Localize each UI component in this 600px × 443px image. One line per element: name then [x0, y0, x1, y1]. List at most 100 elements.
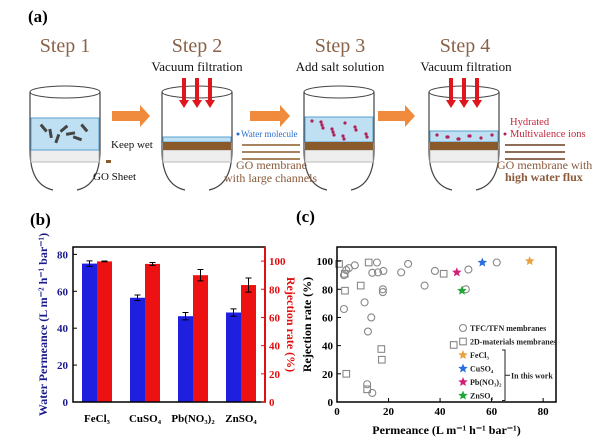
- point-circle: [378, 288, 387, 297]
- go-membrane-layer: [430, 142, 498, 150]
- beaker-outline: [303, 92, 375, 191]
- legend-label: Pb(NO₃)₂: [470, 378, 502, 387]
- y-axis-label: Water Permeance (L m⁻² h⁻¹ bar⁻¹): [36, 233, 50, 416]
- vacuum-arrow-icon: [192, 78, 202, 108]
- x-tick-label: CuSO₄: [129, 413, 162, 425]
- y-tick-label: 80: [322, 284, 334, 296]
- point-square: [356, 281, 365, 290]
- legend-label: 2D-materials membranes: [470, 338, 556, 347]
- y-tick-label: 40: [57, 323, 69, 335]
- point-circle: [464, 265, 473, 274]
- point-star: [525, 256, 535, 266]
- point-circle: [360, 298, 369, 307]
- multivalence-ions-label: Multivalence ions: [510, 129, 586, 140]
- y2-tick-label: 0: [269, 397, 275, 409]
- y-tick-label: 100: [317, 256, 334, 268]
- ion-dot: [341, 134, 345, 138]
- beaker-rim: [303, 85, 375, 99]
- step-4-title: Step 4: [440, 35, 491, 57]
- x-tick-label: 0: [334, 406, 340, 418]
- beaker-outline: [29, 92, 101, 191]
- y-tick-label: 80: [57, 249, 69, 261]
- legend-marker: [458, 363, 468, 373]
- ion-dot: [310, 119, 314, 123]
- ion-dot: [330, 127, 334, 131]
- error-bar: [134, 294, 141, 302]
- y-tick-label: 40: [322, 341, 334, 353]
- ion-dot: [445, 135, 449, 139]
- go-sheet: [48, 128, 53, 139]
- x-tick-label: 60: [486, 406, 498, 418]
- point-circle: [367, 313, 376, 322]
- point-square: [340, 269, 349, 278]
- step-1-title: Step 1: [40, 35, 91, 57]
- point-square: [342, 369, 351, 378]
- go-membrane-large-label-2: with large channels: [224, 171, 317, 185]
- water-layer: [162, 136, 232, 143]
- error-bar: [230, 308, 237, 317]
- legend-bracket: [502, 349, 510, 401]
- point-square: [364, 258, 373, 267]
- y2-tick-label: 20: [269, 369, 281, 381]
- bar-rejection-rate: [193, 275, 208, 402]
- go-sheet: [59, 124, 69, 133]
- panel-b: (b) 0 20 40 60 80 0 20 40 60 80 100 FeCl₃ CuSO₄ Pb(NO…: [30, 210, 298, 425]
- point-square: [439, 269, 448, 278]
- ion-dot: [364, 132, 368, 136]
- panel-a-label: (a): [28, 7, 48, 26]
- bar-water-permeance: [226, 312, 241, 402]
- y2-axis-label: Rejection rate (%): [284, 277, 298, 372]
- vacuum-arrow-icon: [472, 78, 482, 108]
- y2-tick-label: 80: [269, 284, 281, 296]
- y2-tick-label: 40: [269, 341, 281, 353]
- x-tick-label: FeCl₃: [84, 413, 111, 425]
- filter-support: [30, 149, 100, 163]
- plot-frame: [336, 246, 557, 403]
- vacuum-arrow-icon: [446, 78, 456, 108]
- point-square: [341, 286, 349, 295]
- water-layer: [429, 130, 499, 143]
- point-circle: [368, 268, 377, 277]
- ion-dot: [319, 120, 323, 124]
- point-circle: [363, 380, 372, 389]
- bar-water-permeance: [130, 297, 145, 402]
- ion-dot: [321, 126, 325, 130]
- ion-dot: [365, 135, 369, 139]
- ion-dot: [320, 123, 324, 127]
- water-layer: [304, 116, 374, 143]
- filter-support: [429, 149, 499, 163]
- legend-marker: [459, 337, 467, 346]
- vacuum-arrow-icon: [179, 78, 189, 108]
- beaker-outline: [428, 92, 500, 191]
- ion-dot: [479, 136, 483, 140]
- point-circle: [430, 266, 439, 276]
- point-circle: [379, 266, 388, 276]
- water-molecule-icon: [236, 132, 240, 136]
- process-arrow-icon: [250, 105, 290, 127]
- bar-water-permeance: [178, 316, 193, 402]
- ion-dot: [342, 137, 346, 141]
- go-sheet: [39, 123, 48, 133]
- x-tick-label: 40: [435, 406, 447, 418]
- y-tick-label: 0: [328, 397, 334, 409]
- hydrated-label: Hydrated: [510, 117, 550, 128]
- point-circle: [397, 268, 406, 277]
- y-tick-label: 0: [63, 397, 69, 409]
- point-circle: [420, 281, 429, 290]
- beaker-rim: [29, 85, 101, 99]
- point-square: [377, 355, 386, 364]
- error-bar: [197, 269, 204, 282]
- error-bar: [245, 277, 252, 293]
- point-square: [363, 385, 371, 394]
- legend-marker: [458, 350, 468, 359]
- y-tick-label: 20: [322, 369, 334, 381]
- ion-dot: [490, 133, 494, 137]
- filter-support: [162, 149, 232, 163]
- go-membrane-flux-label-2: high water flux: [505, 170, 583, 184]
- point-circle: [363, 327, 372, 336]
- point-star: [452, 267, 462, 277]
- y-tick-label: 60: [322, 312, 334, 324]
- x-tick-label: 80: [538, 406, 550, 418]
- process-arrow-icon: [378, 105, 415, 127]
- ion-dot: [467, 134, 471, 138]
